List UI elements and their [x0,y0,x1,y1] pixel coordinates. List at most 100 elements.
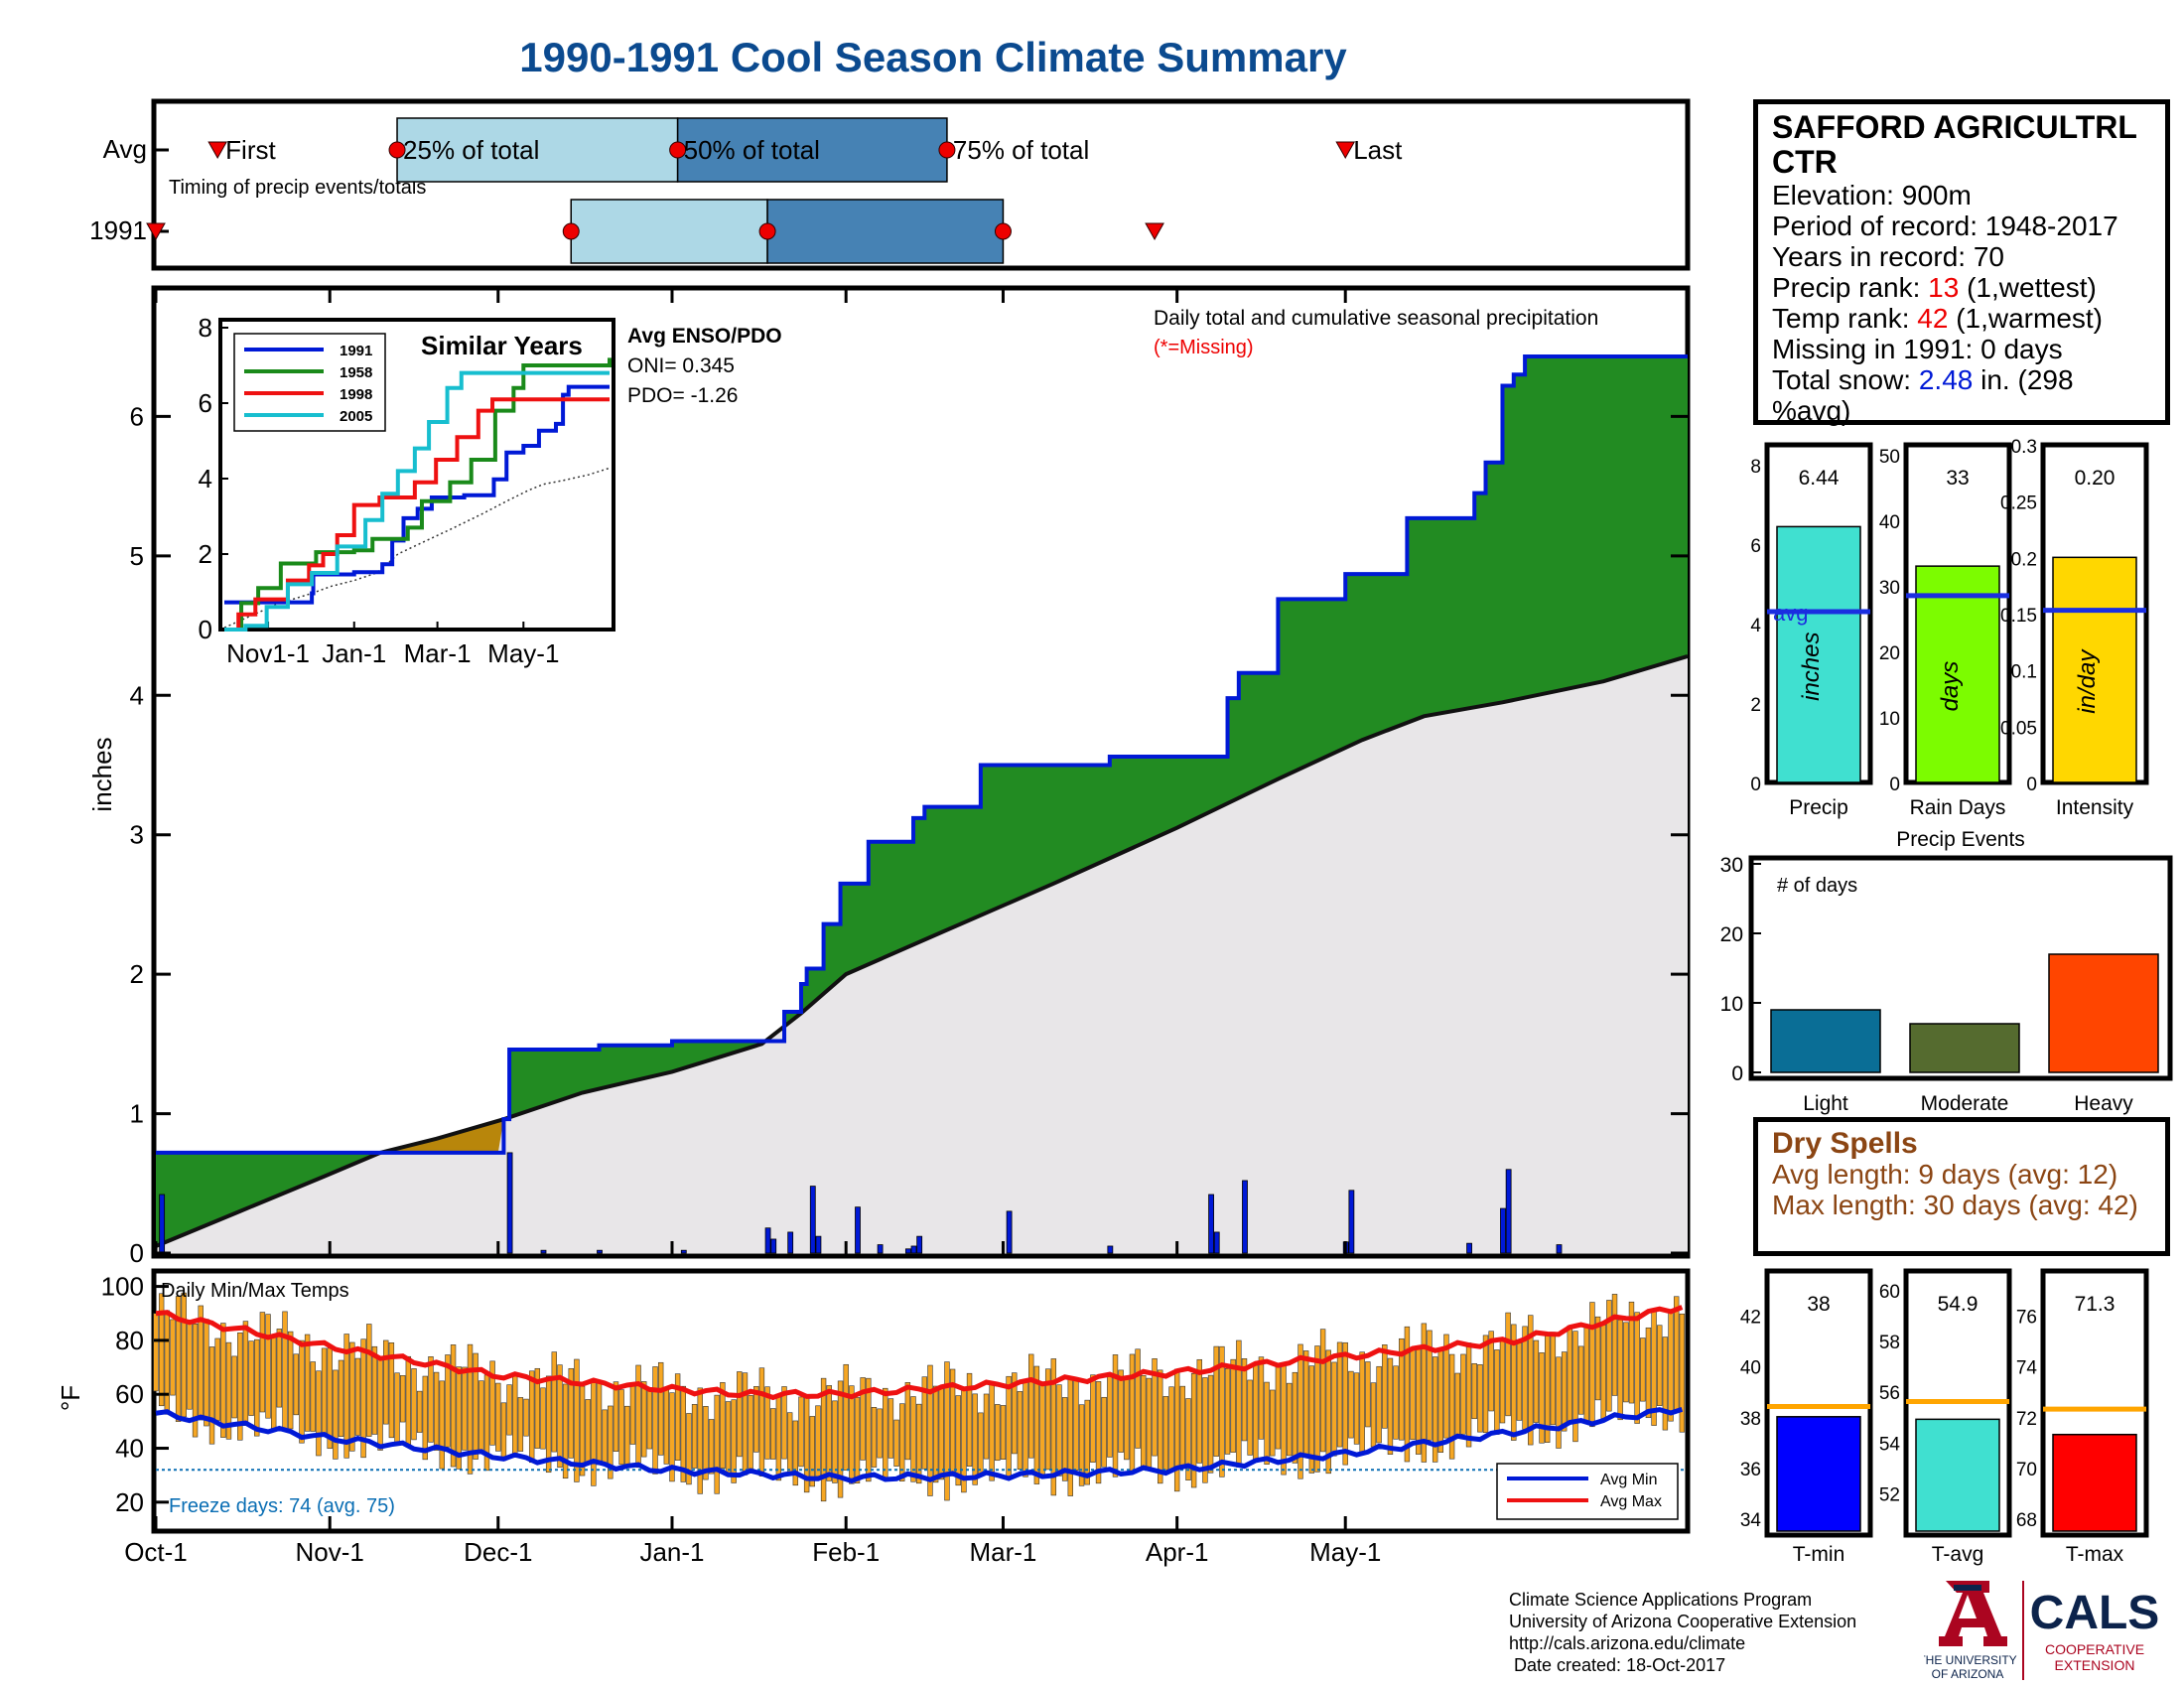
season-y-label: 0 [1889,774,1900,795]
daily-temp-bar [1230,1358,1236,1453]
daily-temp-bar [663,1389,670,1465]
x-tick-label: Jan-1 [639,1537,704,1567]
daily-temp-bar [1039,1384,1045,1478]
daily-temp-bar [512,1374,518,1455]
pct-marker-y1991-2 [994,222,1012,240]
season-category-label: Rain Days [1910,796,2006,819]
daily-temp-bar [1331,1361,1337,1457]
daily-temp-bar [1505,1312,1511,1417]
daily-precip-bar [1213,1231,1220,1254]
precip-rank-value: 13 [1928,272,1960,303]
daily-temp-bar [242,1321,249,1426]
season-y-label: 2 [1750,695,1761,716]
daily-temp-bar [927,1364,933,1496]
events-title: Precip Events [1896,828,2025,851]
event-category-label: Moderate [1921,1092,2009,1115]
daily-temp-bar [1213,1345,1219,1457]
daily-precip-bar [1208,1194,1214,1254]
daily-temp-bar [1012,1372,1018,1455]
daily-temp-bar [1219,1345,1225,1477]
events-y-label: 20 [1720,923,1743,946]
daily-temp-bar [866,1377,872,1482]
daily-temp-bar [1124,1377,1130,1461]
daily-temp-bar [1482,1335,1489,1434]
daily-temp-bar [629,1385,636,1445]
daily-temp-bar [1376,1365,1382,1444]
daily-temp-bar [528,1370,535,1464]
daily-temp-bar [321,1347,328,1436]
daily-precip-bar [809,1186,816,1254]
period-label: Period of record: 1948-2017 [1772,211,2118,241]
daily-temp-bar [1258,1356,1265,1440]
x-tick-label: Mar-1 [970,1537,1037,1567]
daily-temp-bar [1044,1368,1051,1471]
daily-temp-bar [618,1389,624,1466]
season-category-label: Intensity [2056,796,2134,819]
daily-temp-bar [798,1396,804,1468]
season-y-label: 50 [1879,447,1900,468]
season-y-label: 20 [1879,643,1900,664]
daily-temp-bar [1190,1373,1197,1488]
daily-temp-bar [1577,1345,1584,1415]
daily-temp-bar [1471,1362,1477,1420]
daily-temp-bar [428,1356,434,1443]
daily-temp-bar [613,1381,619,1452]
daily-temp-bar [473,1352,478,1460]
daily-temp-bar [349,1341,355,1452]
y-tick-label: 3 [130,820,144,850]
years-label: Years in record: 70 [1772,241,2004,272]
daily-temp-bar [1399,1337,1405,1441]
daily-temp-bar [1410,1346,1416,1441]
daily-temp-bar [1224,1367,1231,1455]
daily-temp-bar [562,1383,569,1479]
freeze-days-label: Freeze days: 74 (avg. 75) [169,1495,395,1517]
daily-temp-bar [849,1385,855,1484]
daily-temp-bar [893,1419,899,1467]
daily-temp-bar [1095,1381,1102,1484]
snow-label: Total snow: 2.48 in. (298 %avg) [1772,364,2151,426]
daily-temp-bar [1583,1325,1589,1422]
y-tick-label: 2 [130,959,144,989]
label-25: 25% of total [403,135,539,165]
daily-temp-bar [1617,1319,1623,1421]
credits-url: http://cals.arizona.edu/climate [1509,1633,1746,1653]
event-category-label: Heavy [2074,1092,2133,1115]
daily-temp-bar [1448,1353,1455,1460]
daily-temp-bar [338,1359,344,1438]
daily-temp-bar [1370,1382,1377,1448]
daily-temp-bar [1567,1325,1573,1425]
daily-temp-bar [938,1385,944,1480]
daily-temp-bar [809,1416,815,1487]
daily-temp-bar [1297,1343,1303,1479]
daily-temp-bar [1135,1348,1141,1449]
daily-temp-bar [883,1387,888,1480]
daily-temp-bar [1023,1378,1028,1477]
avg-min-line [155,1406,1684,1484]
daily-temp-bar [1247,1379,1253,1456]
daily-temp-bar [1365,1361,1371,1428]
daily-temp-bar [1465,1342,1472,1448]
station-name: SAFFORD AGRICULTRL CTR [1772,109,2137,180]
inset-y-label: 8 [199,313,212,343]
legend-max-label: Avg Max [1600,1493,1662,1510]
daily-temp-bar [164,1310,171,1415]
season-bar-Precip [1776,525,1861,783]
inset-legend-label: 1958 [340,364,372,381]
daily-temp-bar [1516,1342,1523,1421]
daily-temp-bar [1657,1325,1663,1406]
credits-line1: Climate Science Applications Program [1509,1590,1813,1610]
daily-temp-bar [585,1399,591,1464]
daily-temp-bar [534,1367,541,1449]
season-y-label: 8 [1750,457,1761,478]
daily-temp-bar [1533,1339,1540,1423]
observed-line [156,354,1688,1155]
daily-temp-bar [366,1324,372,1437]
daily-temp-bar [1477,1364,1483,1433]
daily-temp-bar [1325,1349,1331,1475]
daily-temp-bar [416,1390,423,1433]
daily-temp-bar [1152,1358,1158,1457]
daily-temp-bar [764,1386,770,1460]
avg-label: avg [1773,601,1808,626]
snow-prefix: Total snow: [1772,364,1919,395]
daily-temp-bar [343,1334,349,1459]
